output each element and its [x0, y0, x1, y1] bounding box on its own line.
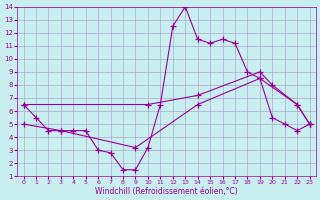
- X-axis label: Windchill (Refroidissement éolien,°C): Windchill (Refroidissement éolien,°C): [95, 187, 238, 196]
